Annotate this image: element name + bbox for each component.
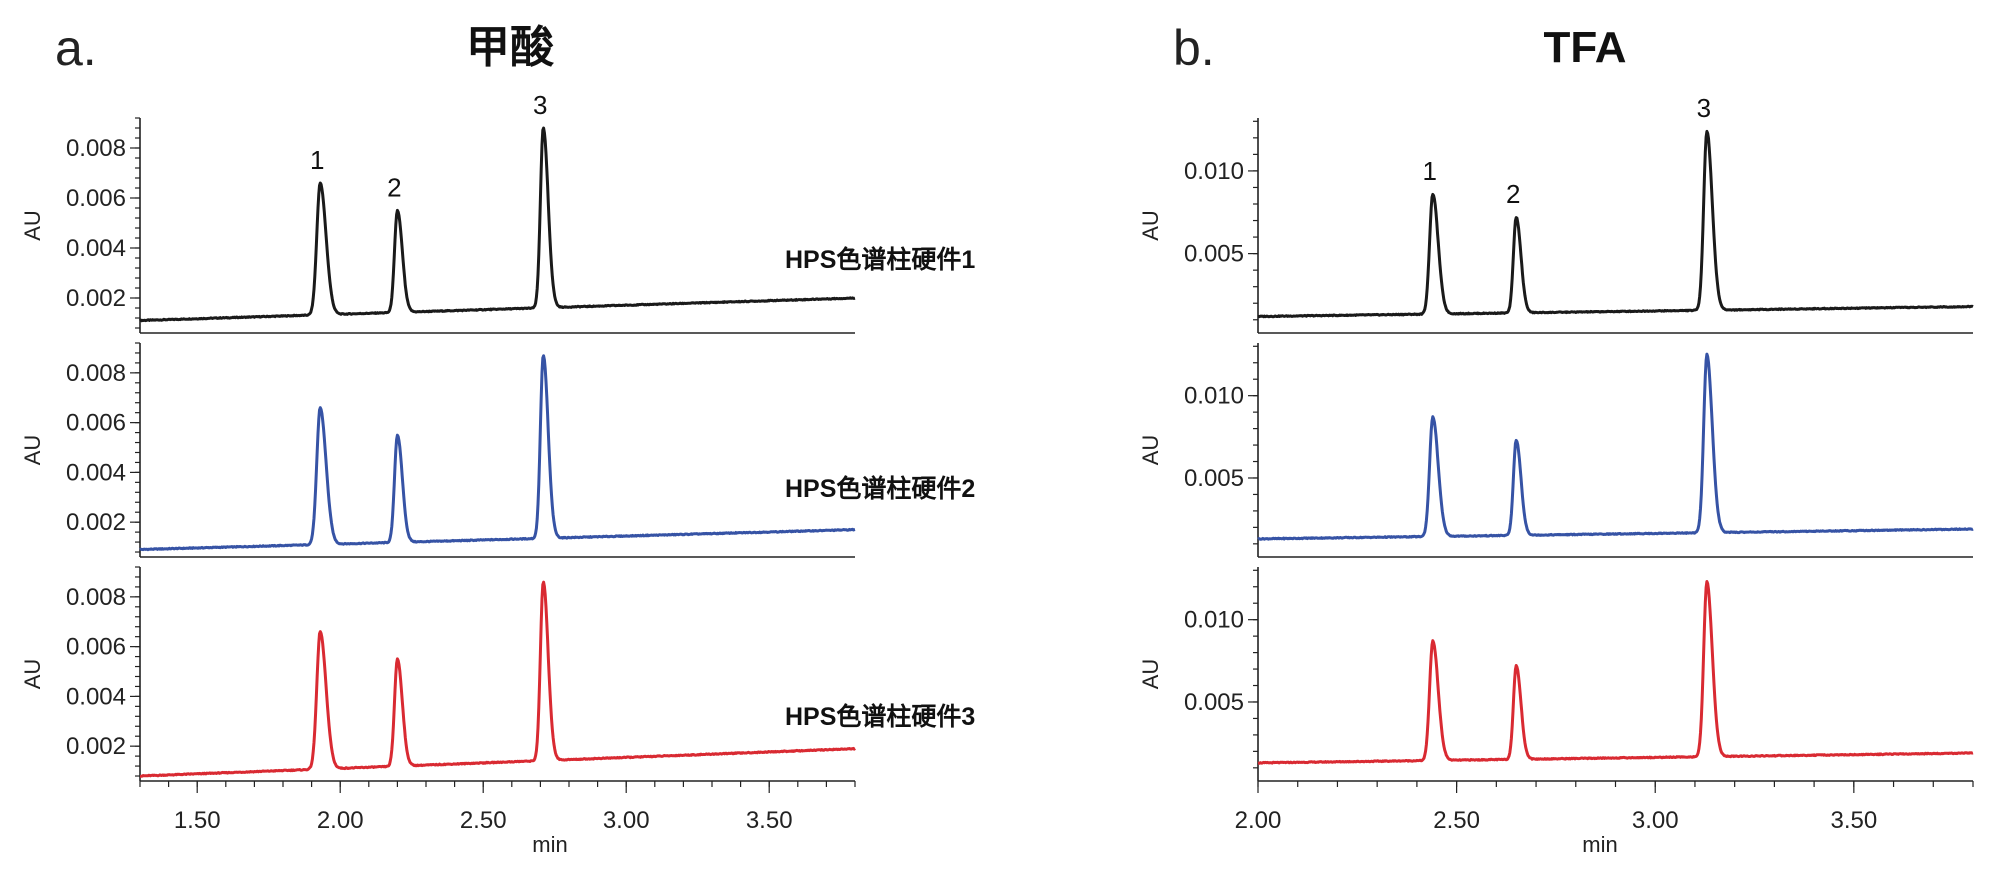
peak-label-2: 2 — [1506, 179, 1520, 209]
y-tick-label: 0.010 — [1184, 158, 1244, 185]
peak-label-3: 3 — [1697, 93, 1711, 123]
panel-title: 甲酸 — [466, 23, 555, 72]
trace-line-2 — [1257, 352, 1974, 541]
y-tick-label: 0.005 — [1184, 689, 1244, 716]
x-tick-label: 2.50 — [460, 807, 507, 834]
y-tick-label: 0.004 — [66, 235, 126, 262]
y-tick-label: 0.004 — [66, 459, 126, 486]
y-axis-label: AU — [1138, 210, 1163, 241]
y-axis-label: AU — [1138, 659, 1163, 690]
x-tick-label: 3.50 — [746, 807, 793, 834]
y-tick-label: 0.004 — [66, 683, 126, 710]
y-tick-label: 0.005 — [1184, 465, 1244, 492]
x-tick-label: 2.00 — [317, 807, 364, 834]
panel-letter: b. — [1173, 20, 1215, 76]
y-tick-label: 0.008 — [66, 584, 126, 611]
y-tick-label: 0.010 — [1184, 607, 1244, 634]
y-axis-label: AU — [20, 435, 45, 466]
x-tick-label: 3.00 — [603, 807, 650, 834]
panel-letter: a. — [55, 20, 97, 76]
panel-title: TFA — [1543, 23, 1626, 72]
trace-line-1 — [1257, 129, 1974, 319]
y-tick-label: 0.002 — [66, 509, 126, 536]
x-tick-label: 3.00 — [1632, 807, 1679, 834]
y-tick-label: 0.005 — [1184, 241, 1244, 268]
x-axis-label: min — [1582, 832, 1617, 857]
peak-label-3: 3 — [533, 90, 547, 120]
trace-label-2: HPS色谱柱硬件2 — [785, 474, 975, 503]
y-axis-label: AU — [20, 210, 45, 241]
trace-label-1: HPS色谱柱硬件1 — [785, 245, 975, 274]
peak-label-1: 1 — [1423, 156, 1437, 186]
trace-line-3 — [139, 580, 856, 778]
x-tick-label: 2.50 — [1433, 807, 1480, 834]
x-axis-label: min — [532, 832, 567, 857]
peak-label-1: 1 — [310, 145, 324, 175]
y-tick-label: 0.010 — [1184, 383, 1244, 410]
y-tick-label: 0.006 — [66, 410, 126, 437]
x-tick-label: 3.50 — [1830, 807, 1877, 834]
y-tick-label: 0.008 — [66, 135, 126, 162]
y-axis-label: AU — [20, 659, 45, 690]
y-tick-label: 0.008 — [66, 360, 126, 387]
y-axis-label: AU — [1138, 435, 1163, 466]
trace-line-2 — [139, 354, 856, 552]
x-tick-label: 1.50 — [174, 807, 221, 834]
y-tick-label: 0.002 — [66, 285, 126, 312]
y-tick-label: 0.006 — [66, 185, 126, 212]
y-tick-label: 0.006 — [66, 634, 126, 661]
x-tick-label: 2.00 — [1235, 807, 1282, 834]
y-tick-label: 0.002 — [66, 733, 126, 760]
trace-line-3 — [1257, 580, 1974, 765]
trace-label-3: HPS色谱柱硬件3 — [785, 702, 975, 731]
peak-label-2: 2 — [387, 173, 401, 203]
trace-line-1 — [138, 126, 856, 323]
